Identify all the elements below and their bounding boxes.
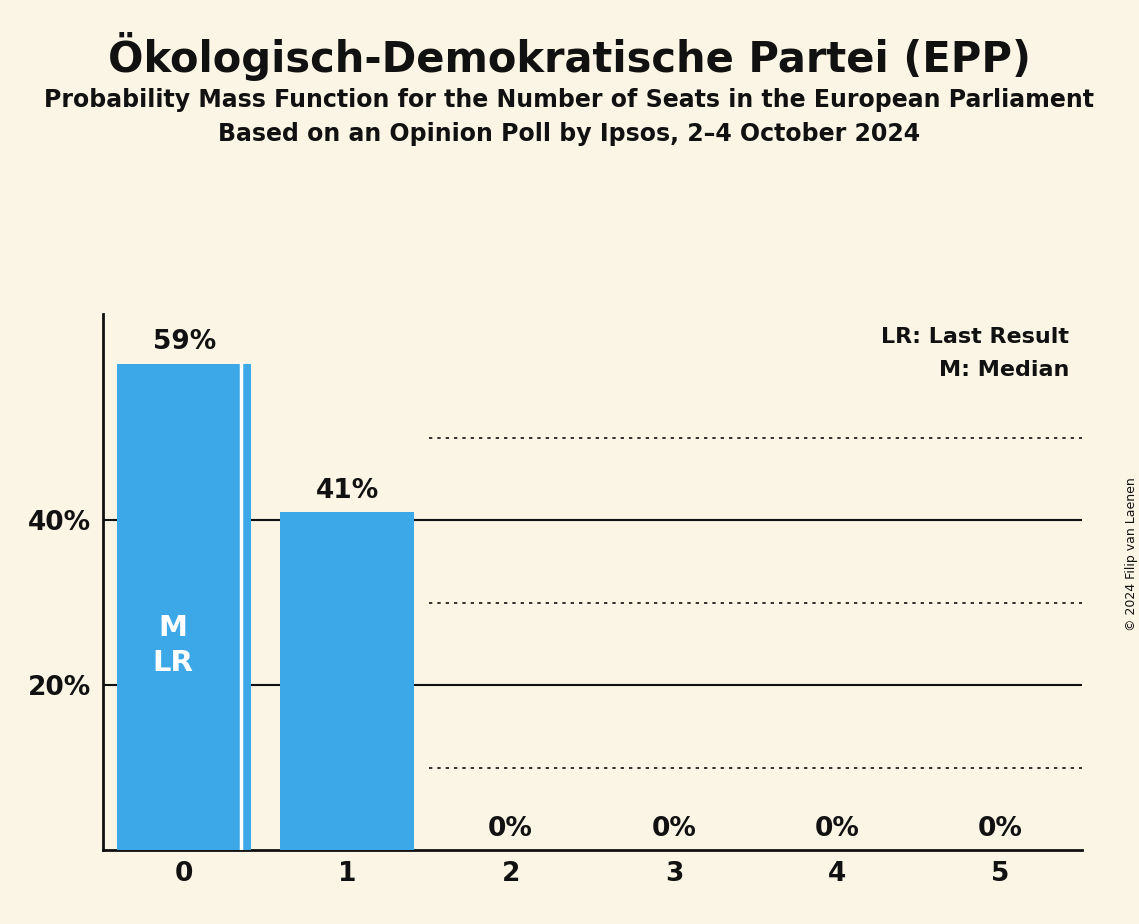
Text: Probability Mass Function for the Number of Seats in the European Parliament: Probability Mass Function for the Number…	[44, 88, 1095, 112]
Text: Based on an Opinion Poll by Ipsos, 2–4 October 2024: Based on an Opinion Poll by Ipsos, 2–4 O…	[219, 122, 920, 146]
Text: 0%: 0%	[489, 816, 533, 842]
Text: M
LR: M LR	[153, 614, 194, 677]
Text: Ökologisch-Demokratische Partei (EPP): Ökologisch-Demokratische Partei (EPP)	[108, 32, 1031, 81]
Text: M: Median: M: Median	[939, 359, 1070, 380]
Text: 59%: 59%	[153, 329, 215, 356]
Text: 0%: 0%	[814, 816, 860, 842]
Bar	[280, 512, 415, 850]
Text: LR: Last Result: LR: Last Result	[880, 326, 1070, 346]
Text: 0%: 0%	[978, 816, 1023, 842]
Text: © 2024 Filip van Laenen: © 2024 Filip van Laenen	[1124, 478, 1138, 631]
Bar	[117, 364, 251, 850]
Text: 41%: 41%	[316, 478, 379, 504]
Text: 0%: 0%	[652, 816, 696, 842]
